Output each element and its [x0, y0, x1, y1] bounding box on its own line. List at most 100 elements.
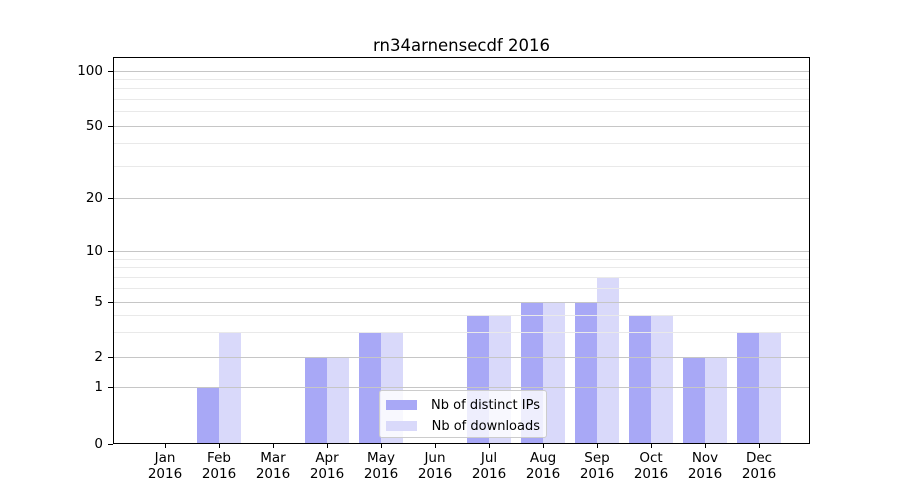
y-tick-label-5: 5	[94, 294, 103, 310]
major-gridline-50	[113, 126, 810, 127]
x-tick-label-jun: Jun 2016	[403, 450, 467, 482]
x-tick-month: May	[367, 450, 395, 466]
bar-downloads-sep	[597, 277, 619, 444]
bar-downloads-dec	[759, 332, 781, 444]
x-tick-year: 2016	[255, 466, 291, 482]
x-tick-month: Jul	[480, 450, 498, 466]
y-tick-mark-10	[108, 251, 113, 252]
major-gridline-100	[113, 71, 810, 72]
minor-gridline-6	[113, 288, 810, 289]
x-tick-year: 2016	[417, 466, 453, 482]
y-tick-label-20: 20	[85, 190, 103, 206]
x-tick-year: 2016	[525, 466, 561, 482]
y-tick-label-10: 10	[85, 243, 103, 259]
x-tick-mark-feb	[219, 444, 220, 448]
legend-label: Nb of distinct IPs	[431, 397, 540, 413]
minor-gridline-40	[113, 143, 810, 144]
minor-gridline-7	[113, 277, 810, 278]
x-tick-month: Jan	[154, 450, 176, 466]
x-tick-month: Feb	[207, 450, 231, 466]
y-tick-mark-20	[108, 198, 113, 199]
x-tick-label-jul: Jul 2016	[457, 450, 521, 482]
x-tick-label-may: May 2016	[349, 450, 413, 482]
x-tick-year: 2016	[201, 466, 237, 482]
legend-entry-distinct-ips: Nb of distinct IPs	[386, 396, 540, 414]
major-gridline-2	[113, 357, 810, 358]
x-tick-mark-apr	[327, 444, 328, 448]
x-tick-label-nov: Nov 2016	[673, 450, 737, 482]
x-tick-mark-aug	[543, 444, 544, 448]
legend: Nb of distinct IPs Nb of downloads	[379, 390, 547, 438]
bar-distinct-ips-feb	[197, 387, 219, 444]
x-tick-mark-dec	[759, 444, 760, 448]
x-tick-month: Dec	[745, 450, 773, 466]
x-tick-year: 2016	[471, 466, 507, 482]
x-tick-label-dec: Dec 2016	[727, 450, 791, 482]
x-tick-label-aug: Aug 2016	[511, 450, 575, 482]
x-tick-year: 2016	[741, 466, 777, 482]
y-tick-mark-1	[108, 387, 113, 388]
x-tick-mark-jan	[165, 444, 166, 448]
minor-gridline-70	[113, 99, 810, 100]
bar-downloads-feb	[219, 332, 241, 444]
x-tick-year: 2016	[147, 466, 183, 482]
bar-downloads-oct	[651, 315, 673, 444]
bar-distinct-ips-sep	[575, 301, 597, 444]
x-tick-label-feb: Feb 2016	[187, 450, 251, 482]
y-tick-mark-2	[108, 357, 113, 358]
minor-gridline-90	[113, 79, 810, 80]
y-tick-mark-100	[108, 71, 113, 72]
x-tick-month: Aug	[529, 450, 557, 466]
x-tick-label-mar: Mar 2016	[241, 450, 305, 482]
minor-gridline-30	[113, 166, 810, 167]
y-tick-label-2: 2	[94, 349, 103, 365]
x-tick-year: 2016	[633, 466, 669, 482]
minor-gridline-8	[113, 267, 810, 268]
bar-distinct-ips-oct	[629, 315, 651, 444]
major-gridline-1	[113, 387, 810, 388]
x-tick-year: 2016	[363, 466, 399, 482]
y-tick-mark-5	[108, 302, 113, 303]
bar-distinct-ips-nov	[683, 356, 705, 444]
x-tick-mark-mar	[273, 444, 274, 448]
legend-entry-downloads: Nb of downloads	[386, 417, 540, 435]
x-tick-mark-jul	[489, 444, 490, 448]
x-tick-month: Apr	[315, 450, 339, 466]
legend-label: Nb of downloads	[431, 418, 540, 434]
legend-swatch-distinct-ips	[386, 400, 417, 410]
y-tick-mark-0	[108, 444, 113, 445]
chart-title: rn34arnensecdf 2016	[373, 36, 550, 55]
bar-distinct-ips-may	[359, 332, 381, 444]
y-tick-label-50: 50	[85, 118, 103, 134]
x-tick-year: 2016	[309, 466, 345, 482]
x-tick-year: 2016	[687, 466, 723, 482]
x-tick-month: Sep	[584, 450, 610, 466]
y-tick-label-100: 100	[77, 63, 103, 79]
minor-gridline-9	[113, 259, 810, 260]
minor-gridline-60	[113, 111, 810, 112]
bar-distinct-ips-apr	[305, 356, 327, 444]
major-gridline-10	[113, 251, 810, 252]
y-tick-label-0: 0	[94, 436, 103, 452]
x-tick-mark-may	[381, 444, 382, 448]
legend-swatch-downloads	[386, 421, 417, 431]
x-tick-year: 2016	[579, 466, 615, 482]
x-tick-month: Mar	[260, 450, 286, 466]
x-tick-month: Nov	[691, 450, 719, 466]
x-tick-month: Jun	[424, 450, 446, 466]
x-tick-label-jan: Jan 2016	[133, 450, 197, 482]
x-tick-label-apr: Apr 2016	[295, 450, 359, 482]
x-tick-label-oct: Oct 2016	[619, 450, 683, 482]
bar-distinct-ips-dec	[737, 332, 759, 444]
bar-downloads-apr	[327, 356, 349, 444]
minor-gridline-3	[113, 332, 810, 333]
y-tick-label-1: 1	[94, 379, 103, 395]
minor-gridline-4	[113, 315, 810, 316]
major-gridline-20	[113, 198, 810, 199]
bar-downloads-aug	[543, 301, 565, 444]
x-tick-mark-oct	[651, 444, 652, 448]
x-tick-mark-nov	[705, 444, 706, 448]
x-tick-label-sep: Sep 2016	[565, 450, 629, 482]
y-tick-mark-50	[108, 126, 113, 127]
